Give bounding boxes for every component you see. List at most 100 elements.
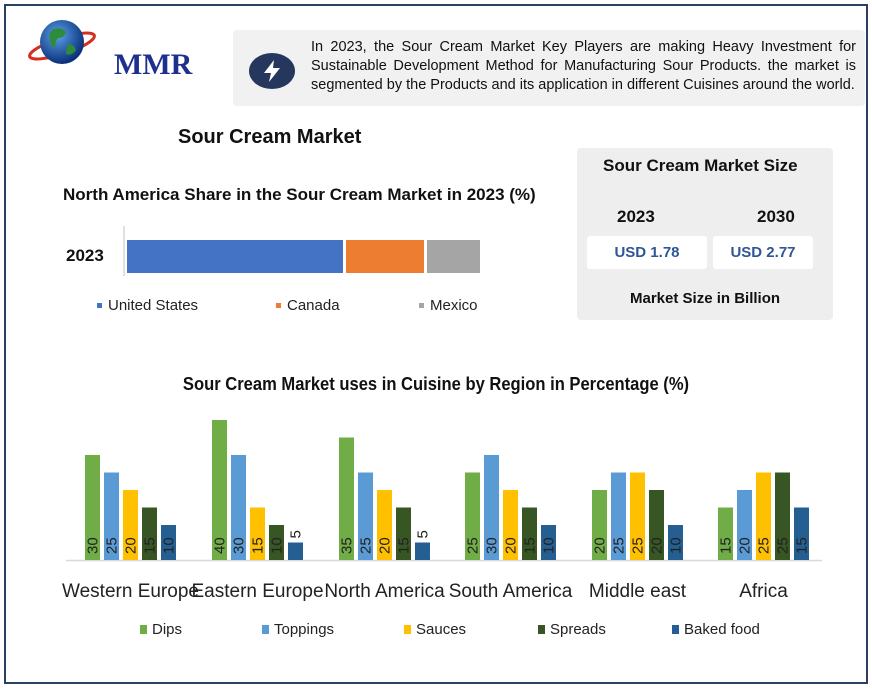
banner-text: In 2023, the Sour Cream Market Key Playe…	[311, 39, 856, 93]
legend-united-states: United States	[97, 297, 198, 314]
bar-sauces-africa	[756, 472, 771, 560]
bar-toppings-western-europe	[104, 472, 119, 560]
market-size-value-2023: USD 1.78	[587, 236, 707, 269]
bar-value-label: 15	[396, 537, 413, 554]
bar-value-label: 10	[541, 537, 558, 554]
bar-value-label: 25	[465, 537, 482, 554]
legend-swatch	[276, 303, 281, 308]
legend-swatch	[97, 303, 102, 308]
legend-swatch	[262, 625, 269, 634]
bar-baked-food-africa	[794, 507, 809, 560]
bar-value-label: 25	[611, 537, 628, 554]
market-size-unit: Market Size in Billion	[630, 290, 781, 307]
share-chart-title: North America Share in the Sour Cream Ma…	[63, 185, 536, 204]
bar-sauces-western-europe	[123, 490, 138, 560]
bar-value-label: 15	[718, 537, 735, 554]
bar-sauces-eastern-europe	[250, 507, 265, 560]
category-label: North America	[324, 581, 445, 602]
legend-swatch	[140, 625, 147, 634]
bar-toppings-middle-east	[611, 472, 626, 560]
bar-value-label: 30	[231, 537, 248, 554]
legend-canada: Canada	[276, 297, 340, 314]
bar-value-label: 20	[592, 537, 609, 554]
share-bar-united-states	[127, 240, 343, 273]
bar-dips-africa	[718, 507, 733, 560]
infographic-frame	[4, 4, 868, 684]
bar-value-label: 25	[756, 537, 773, 554]
bar-spreads-western-europe	[142, 507, 157, 560]
share-bar-mexico	[427, 240, 480, 273]
bar-sauces-south-america	[503, 490, 518, 560]
legend-label-sauces: Sauces	[416, 621, 466, 638]
legend-label-toppings: Toppings	[274, 621, 334, 638]
bar-dips-south-america	[465, 472, 480, 560]
share-category-label: 2023	[66, 246, 104, 265]
bar-value-label: 20	[649, 537, 666, 554]
bar-sauces-north-america	[377, 490, 392, 560]
legend-label: United States	[108, 297, 199, 314]
bar-value-label: 10	[668, 537, 685, 554]
bar-value-label: 25	[630, 537, 647, 554]
category-label: Eastern Europe	[191, 581, 323, 602]
page-title: Sour Cream Market	[178, 126, 362, 148]
bar-toppings-africa	[737, 490, 752, 560]
bar-dips-western-europe	[85, 455, 100, 560]
bar-value-label: 25	[775, 537, 792, 554]
brand-logo: MMR	[22, 10, 192, 81]
legend-swatch	[419, 303, 424, 308]
bar-value-label: 15	[250, 537, 267, 554]
market-size-year-2030: 2030	[757, 207, 795, 226]
share-bar-canada	[345, 240, 425, 273]
bar-toppings-north-america	[358, 472, 373, 560]
bar-dips-eastern-europe	[212, 420, 227, 560]
bar-value-label: 15	[794, 537, 811, 554]
market-size-panel	[577, 148, 833, 320]
bar-spreads-north-america	[396, 507, 411, 560]
bar-value-label: 40	[212, 537, 229, 554]
legend-swatch	[538, 625, 545, 634]
bar-value-label: 20	[737, 537, 754, 554]
bar-value-label: 20	[377, 537, 394, 554]
bar-value-label: 30	[85, 537, 102, 554]
category-label: Middle east	[589, 581, 687, 602]
legend-label-spreads: Spreads	[550, 621, 606, 638]
share-axis-line	[123, 226, 125, 276]
legend-label-dips: Dips	[152, 621, 182, 638]
bar-dips-north-america	[339, 437, 354, 560]
bar-baked-food-north-america	[415, 542, 430, 560]
bar-value-label: 10	[161, 537, 178, 554]
bar-value-label: 25	[104, 537, 121, 554]
bar-dips-middle-east	[592, 490, 607, 560]
bar-value-label: 30	[484, 537, 501, 554]
bar-value-label: 20	[123, 537, 140, 554]
bar-spreads-middle-east	[649, 490, 664, 560]
bar-baked-food-middle-east	[668, 525, 683, 560]
legend-swatch	[672, 625, 679, 634]
logo-text: MMR	[114, 48, 193, 81]
globe-icon	[28, 20, 96, 64]
bar-baked-food-south-america	[541, 525, 556, 560]
lightning-icon	[249, 53, 295, 89]
legend-mexico: Mexico	[419, 297, 478, 314]
bar-value-label: 10	[269, 537, 286, 554]
bar-spreads-africa	[775, 472, 790, 560]
legend-label: Canada	[287, 297, 340, 314]
bar-baked-food-western-europe	[161, 525, 176, 560]
bar-value-label: 20	[503, 537, 520, 554]
bar-baked-food-eastern-europe	[288, 542, 303, 560]
bar-spreads-eastern-europe	[269, 525, 284, 560]
market-size-title: Sour Cream Market Size	[603, 156, 798, 175]
market-size-value-2030: USD 2.77	[713, 236, 813, 269]
legend-label: Mexico	[430, 297, 478, 314]
bar-toppings-south-america	[484, 455, 499, 560]
legend-swatch	[404, 625, 411, 634]
cuisine-chart-title: Sour Cream Market uses in Cuisine by Reg…	[182, 374, 690, 394]
info-banner	[233, 30, 865, 106]
bar-value-label: 25	[358, 537, 375, 554]
market-size-year-2023: 2023	[617, 207, 655, 226]
bar-value-label: 35	[339, 537, 356, 554]
bar-value-label: 15	[522, 537, 539, 554]
bar-value-label: 15	[142, 537, 159, 554]
bar-value-label: 5	[415, 530, 432, 538]
